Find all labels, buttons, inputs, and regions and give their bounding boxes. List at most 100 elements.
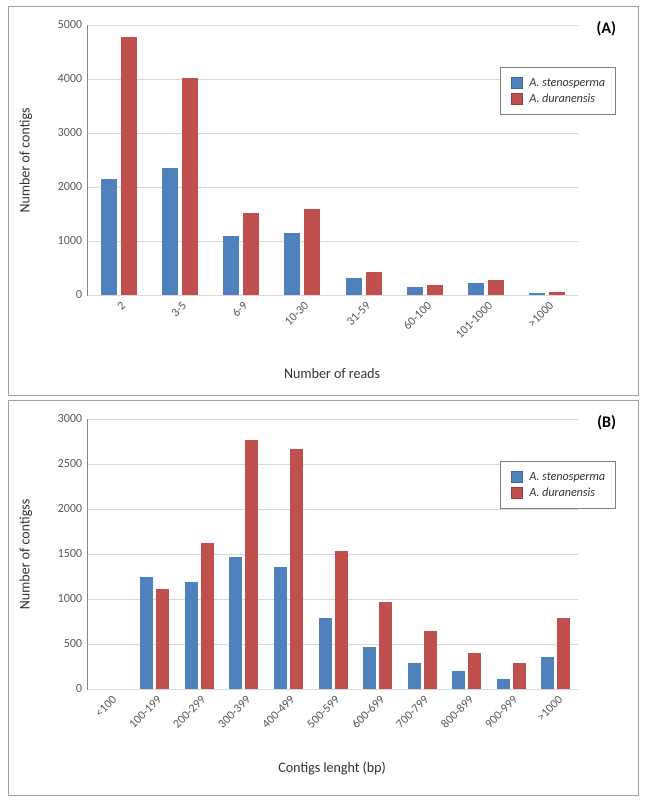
legend-label-s2: A. duranensis: [529, 92, 595, 106]
ytick-label: 3000: [58, 412, 88, 426]
xtick-label: 200-299: [171, 693, 209, 731]
gridline: [88, 689, 578, 690]
panel-a: (A) 01000200030004000500023-56-910-3031-…: [8, 6, 639, 396]
chart-a-xlabel: Number of reads: [284, 365, 380, 382]
xtick-label: >1000: [526, 299, 557, 330]
xtick-label: 2: [114, 299, 128, 313]
bar-s1: [363, 647, 376, 689]
bar-s1: [541, 657, 554, 689]
bar-s1: [229, 557, 242, 689]
bar-s1: [408, 663, 421, 689]
bar-s2: [121, 37, 137, 295]
chart-a-ylabel: Number of contigs: [17, 107, 34, 212]
bar-s2: [245, 440, 258, 689]
legend-row-s1: A. stenosperma: [511, 470, 605, 484]
legend-label-s1: A. stenosperma: [529, 470, 605, 484]
ytick-label: 1500: [58, 547, 88, 561]
bar-s2: [468, 653, 481, 689]
xtick-label: 6-9: [230, 299, 251, 320]
xtick-label: <100: [93, 693, 120, 720]
bar-s1: [284, 233, 300, 295]
legend-label-s2: A. duranensis: [529, 486, 595, 500]
legend-swatch-s2: [511, 487, 523, 499]
panel-a-label: (A): [596, 19, 616, 38]
bar-s2: [335, 551, 348, 689]
legend-row-s2: A. duranensis: [511, 92, 605, 106]
legend-swatch-s1: [511, 77, 523, 89]
ytick-label: 500: [64, 637, 88, 651]
bar-s1: [407, 287, 423, 295]
xtick-label: 400-499: [260, 693, 298, 731]
xtick-label: 800-899: [438, 693, 476, 731]
xtick-label: 900-999: [483, 693, 521, 731]
xtick-label: 101-1000: [453, 299, 496, 342]
bar-s1: [468, 283, 484, 295]
ytick-label: 0: [76, 288, 88, 302]
bar-s2: [557, 618, 570, 689]
legend-swatch-s1: [511, 471, 523, 483]
bar-s1: [529, 293, 545, 295]
bar-s1: [346, 278, 362, 295]
ytick-label: 5000: [58, 18, 88, 32]
xtick-label: 500-599: [305, 693, 343, 731]
bar-s1: [452, 671, 465, 689]
bar-s2: [549, 292, 565, 295]
gridline: [88, 133, 578, 134]
ytick-label: 3000: [58, 126, 88, 140]
xtick-label: >1000: [534, 693, 565, 724]
legend-label-s1: A. stenosperma: [529, 76, 605, 90]
ytick-label: 2500: [58, 457, 88, 471]
bar-s1: [319, 618, 332, 689]
chart-b-plot: 050010001500200025003000<100100-199200-2…: [87, 419, 578, 690]
bar-s2: [379, 602, 392, 689]
chart-b-xlabel: Contigs lenght (bp): [278, 759, 386, 776]
gridline: [88, 509, 578, 510]
bar-s2: [366, 272, 382, 295]
chart-b-ylabel: Number of contigss: [17, 499, 34, 610]
bar-s2: [488, 280, 504, 295]
bar-s2: [201, 543, 214, 689]
bar-s2: [243, 213, 259, 295]
bar-s2: [427, 285, 443, 295]
xtick-label: 60-100: [401, 299, 435, 333]
bar-s1: [101, 179, 117, 295]
gridline: [88, 295, 578, 296]
ytick-label: 4000: [58, 72, 88, 86]
bar-s1: [223, 236, 239, 295]
xtick-label: 600-699: [349, 693, 387, 731]
xtick-label: 700-799: [394, 693, 432, 731]
xtick-label: 100-199: [126, 693, 164, 731]
ytick-label: 0: [76, 682, 88, 696]
bar-s2: [304, 209, 320, 295]
bar-s1: [140, 577, 153, 689]
bar-s1: [274, 567, 287, 689]
panel-b-label: (B): [597, 413, 616, 432]
xtick-label: 10-30: [283, 299, 313, 329]
figure-container: (A) 01000200030004000500023-56-910-3031-…: [0, 0, 647, 803]
bar-s2: [424, 631, 437, 689]
ytick-label: 1000: [58, 592, 88, 606]
xtick-label: 31-59: [344, 299, 374, 329]
xtick-label: 300-399: [216, 693, 254, 731]
bar-s1: [185, 582, 198, 689]
bar-s1: [497, 679, 510, 689]
gridline: [88, 419, 578, 420]
bar-s2: [156, 589, 169, 689]
bar-s2: [290, 449, 303, 689]
chart-a-plot: 01000200030004000500023-56-910-3031-5960…: [87, 25, 578, 296]
legend-swatch-s2: [511, 93, 523, 105]
ytick-label: 1000: [58, 234, 88, 248]
panel-b: (B) 050010001500200025003000<100100-1992…: [8, 400, 639, 796]
legend-row-s2: A. duranensis: [511, 486, 605, 500]
gridline: [88, 25, 578, 26]
ytick-label: 2000: [58, 502, 88, 516]
legend-row-s1: A. stenosperma: [511, 76, 605, 90]
bar-s2: [182, 78, 198, 295]
bar-s1: [162, 168, 178, 295]
bar-s2: [513, 663, 526, 689]
chart-a-legend: A. stenosperma A. duranensis: [500, 67, 616, 115]
chart-b-legend: A. stenosperma A. duranensis: [500, 461, 616, 509]
gridline: [88, 554, 578, 555]
ytick-label: 2000: [58, 180, 88, 194]
xtick-label: 3-5: [169, 299, 190, 320]
